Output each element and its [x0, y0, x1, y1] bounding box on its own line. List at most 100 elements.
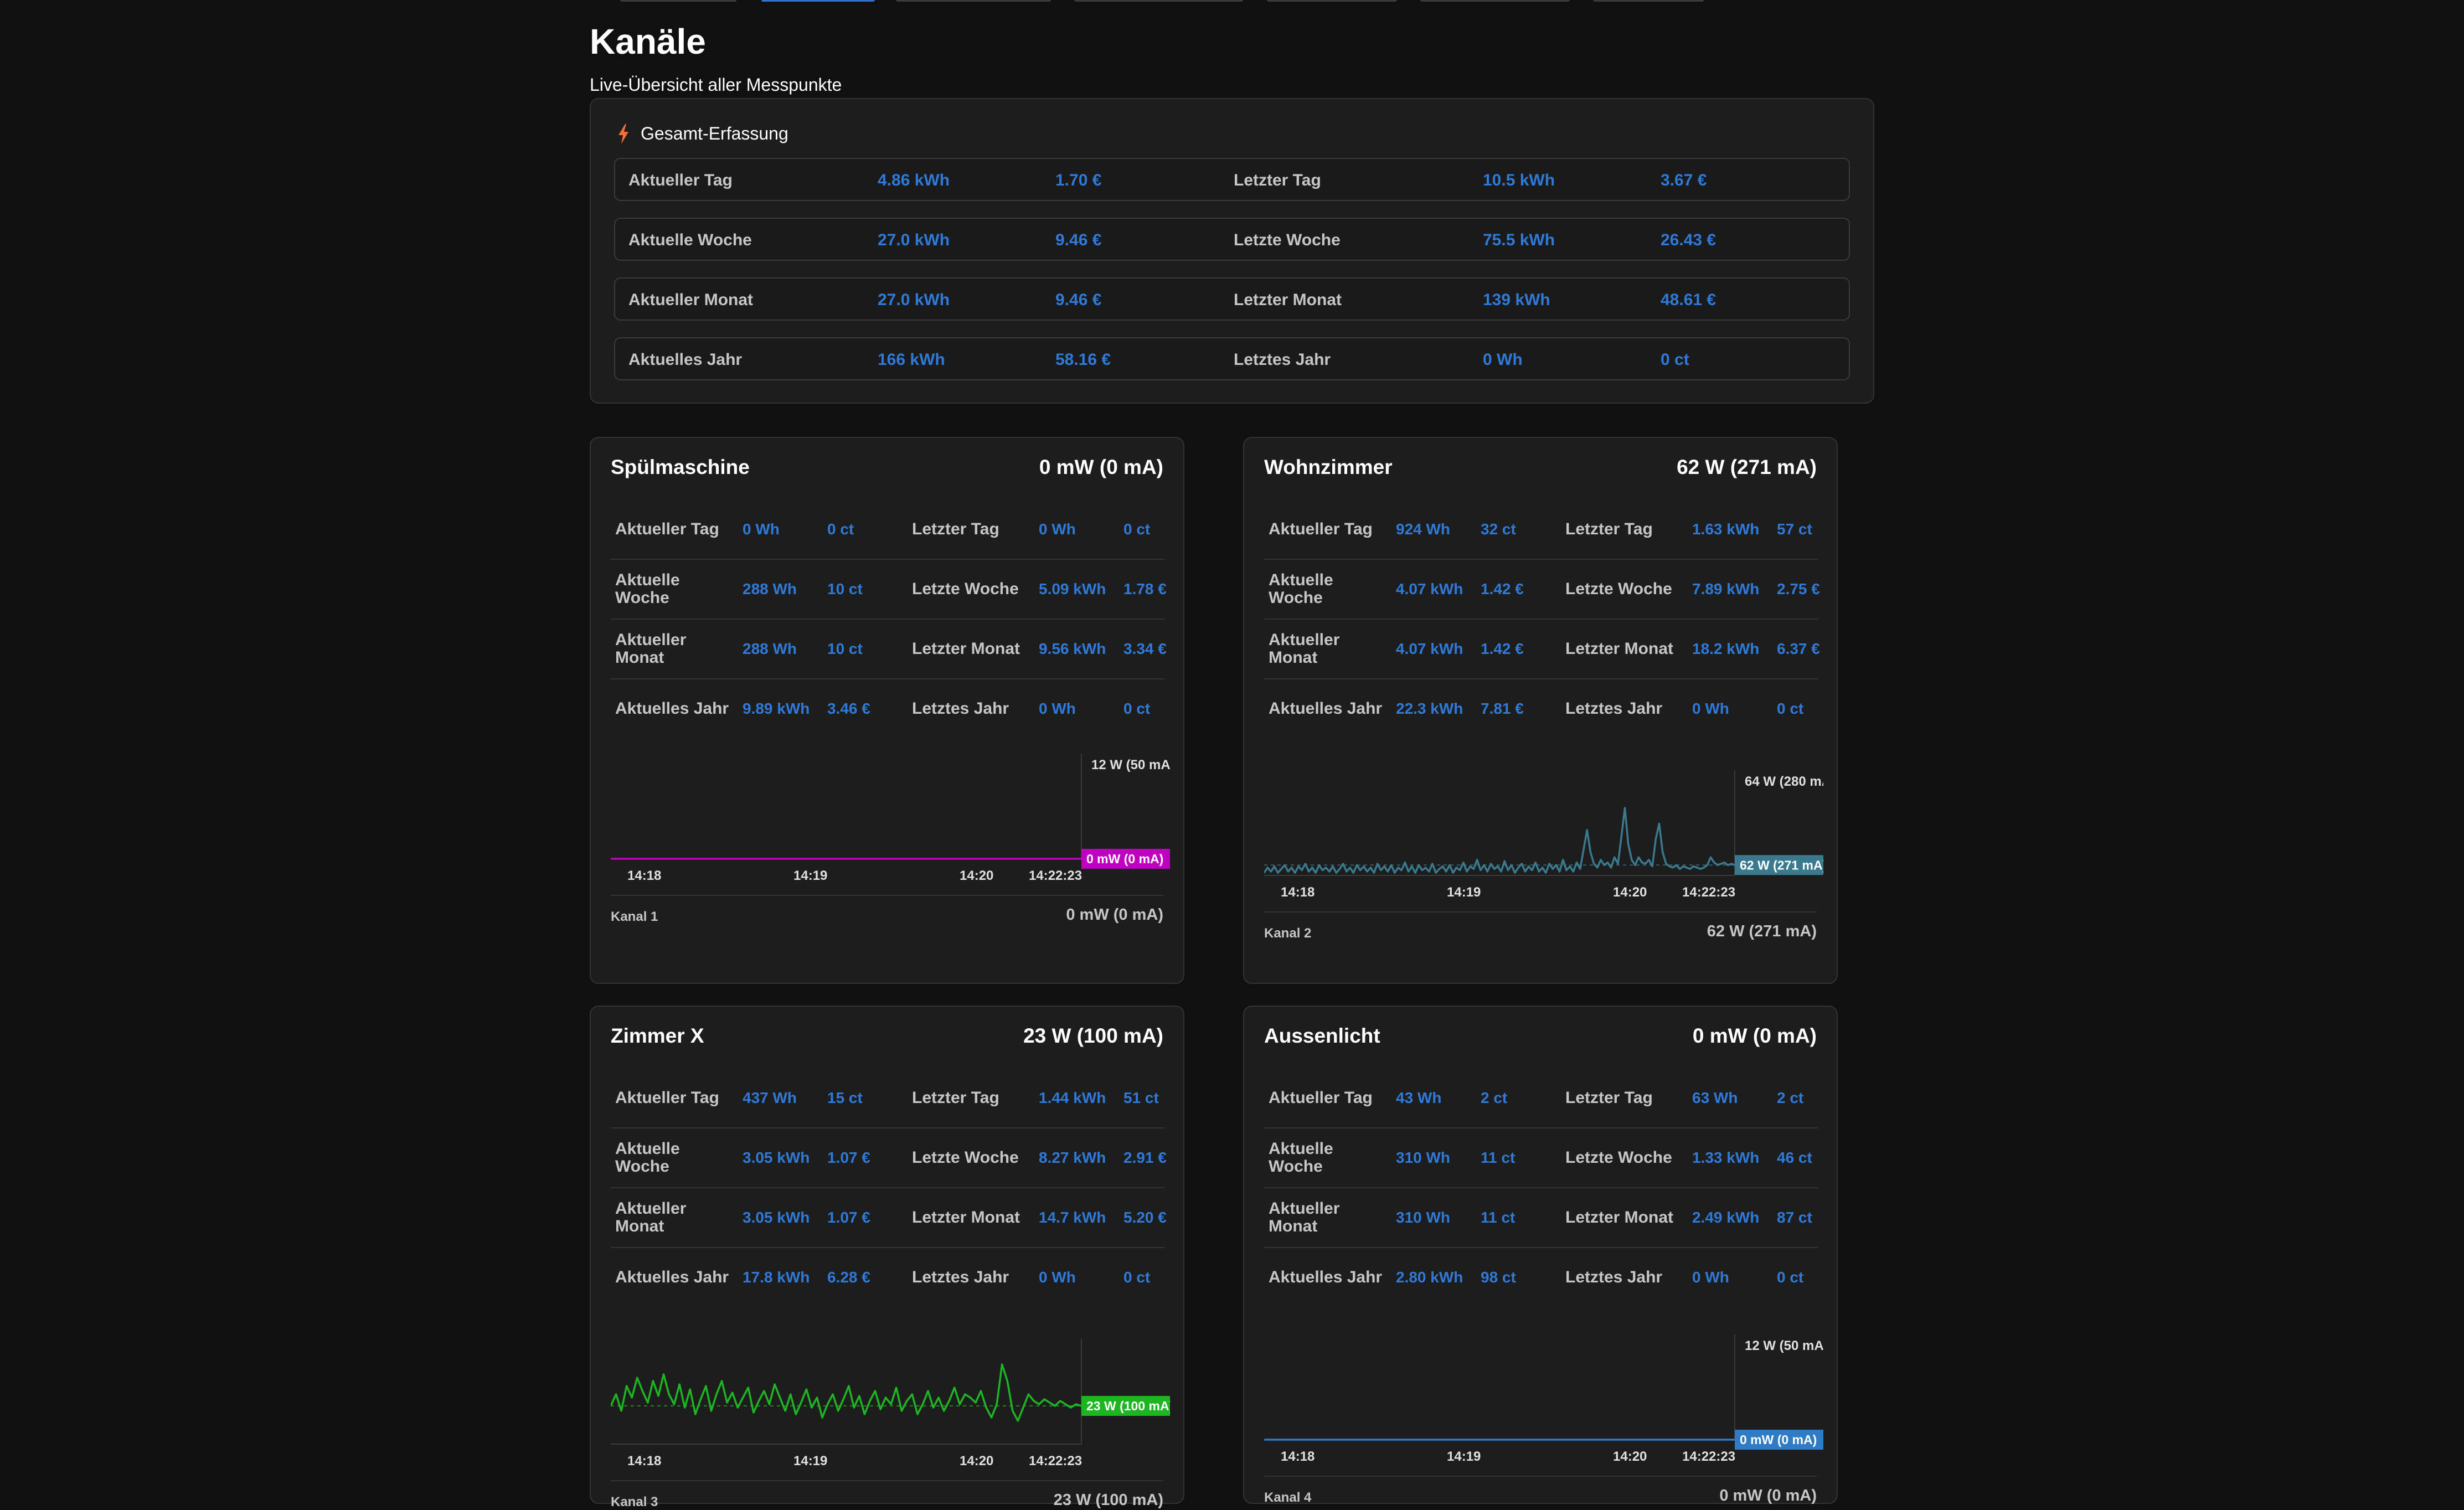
top-tab[interactable] — [620, 0, 736, 2]
stat-prev-cost: 87 ct — [1777, 1209, 1812, 1226]
stat-cur-energy: 288 Wh — [743, 580, 797, 597]
stat-prev-energy: 0 Wh — [1039, 520, 1076, 538]
stat-prev-cost: 51 ct — [1123, 1089, 1159, 1106]
stat-prev-cost: 2.91 € — [1123, 1149, 1167, 1166]
stat-cur-label: Aktueller Monat — [1269, 1199, 1340, 1235]
stat-cur-label: Aktuelles Jahr — [615, 1268, 729, 1286]
channel-card[interactable]: Zimmer X 23 W (100 mA) Aktueller Tag 437 Wh… — [590, 1006, 1192, 1509]
stat-cur-label: Aktuelle Woche — [1269, 571, 1333, 607]
chart-x-tick-label: 14:22:23 — [1682, 1449, 1735, 1464]
stat-cur-energy: 4.07 kWh — [1396, 640, 1463, 657]
stat-cur-cost: 98 ct — [1481, 1269, 1516, 1286]
summary-prev-cost: 26.43 € — [1661, 231, 1716, 249]
summary-prev-cost: 0 ct — [1661, 351, 1689, 369]
summary-prev-energy: 139 kWh — [1483, 291, 1550, 309]
summary-cur-label: Aktuelle Woche — [628, 231, 752, 249]
stat-cur-energy: 437 Wh — [743, 1089, 797, 1106]
summary-cur-cost: 1.70 € — [1055, 171, 1102, 189]
channel-card[interactable]: Aussenlicht 0 mW (0 mA) Aktueller Tag 43 Wh… — [1243, 1006, 1838, 1505]
stat-cur-energy: 310 Wh — [1396, 1209, 1451, 1226]
stat-prev-energy: 0 Wh — [1692, 1269, 1729, 1286]
stat-cur-label: Aktueller Monat — [1269, 631, 1340, 667]
chart-svg: 12 W (50 mA) 0 mW (0 mA) 14:18 14:19 14:20 14… — [611, 754, 1177, 883]
page-subtitle: Live-Übersicht aller Messpunkte — [590, 75, 842, 95]
stat-cur-energy: 0 Wh — [743, 520, 780, 538]
stat-cur-label: Aktueller Monat — [615, 1199, 687, 1235]
top-tab-active[interactable] — [761, 0, 875, 2]
channel-id: Kanal 2 — [1264, 926, 1312, 941]
stat-cur-energy: 288 Wh — [743, 640, 797, 657]
top-tab[interactable] — [1074, 0, 1243, 2]
stat-cur-energy: 4.07 kWh — [1396, 580, 1463, 597]
stat-cur-label: Aktuelle Woche — [1269, 1140, 1333, 1176]
summary-row: Aktueller Monat 27.0 kWh 9.46 € Letzter Mon… — [614, 277, 1850, 321]
top-tab[interactable] — [896, 0, 1051, 2]
summary-cur-label: Aktueller Monat — [628, 291, 754, 309]
top-tab[interactable] — [1420, 0, 1570, 2]
stat-prev-cost: 3.34 € — [1123, 640, 1167, 657]
channel-power: 62 W (271 mA) — [1677, 456, 1817, 478]
summary-header: Gesamt-Erfassung — [617, 123, 788, 144]
channel-name: Spülmaschine — [611, 456, 750, 478]
stat-prev-label: Letztes Jahr — [1565, 1268, 1663, 1286]
stat-prev-label: Letzter Monat — [1565, 1208, 1673, 1226]
chart-current-badge — [1081, 849, 1177, 869]
stat-prev-energy: 8.27 kWh — [1039, 1149, 1106, 1166]
power-chart: 12 W (50 mA) 0 mW (0 mA) 14:18 14:19 14:20 14… — [611, 754, 1177, 906]
chart-x-tick-label: 14:20 — [960, 1454, 993, 1468]
summary-row: Aktueller Tag 4.86 kWh 1.70 € Letzter Tag 10… — [614, 158, 1850, 201]
table-row: Aktuelles Jahr 2.80 kWh 98 ct Letztes Jahr 0… — [1264, 1248, 1818, 1307]
chart-x-tick-label: 14:19 — [1447, 1449, 1481, 1464]
stat-prev-cost: 5.20 € — [1123, 1209, 1167, 1226]
stat-cur-cost: 0 ct — [827, 520, 854, 538]
summary-prev-label: Letzter Tag — [1234, 171, 1321, 189]
top-tab[interactable] — [1593, 0, 1704, 2]
channel-stats-table: Aktueller Tag 437 Wh 15 ct Letzter Tag 1.44 … — [611, 1069, 1167, 1307]
stat-cur-energy: 22.3 kWh — [1396, 700, 1463, 717]
stat-cur-energy: 2.80 kWh — [1396, 1269, 1463, 1286]
chart-max-label: 64 W (280 mA) — [1745, 774, 1823, 789]
summary-prev-energy: 0 Wh — [1483, 351, 1523, 369]
stat-cur-cost: 1.42 € — [1481, 640, 1524, 657]
chart-x-tick-label: 14:19 — [793, 868, 827, 883]
stat-cur-label: Aktueller Tag — [615, 1089, 719, 1107]
top-tab[interactable] — [1267, 0, 1397, 2]
stat-prev-label: Letztes Jahr — [912, 699, 1009, 718]
stat-cur-label: Aktueller Tag — [1269, 1089, 1373, 1107]
summary-prev-energy: 75.5 kWh — [1483, 231, 1555, 249]
chart-current-label: 23 W (100 mA) — [1086, 1399, 1170, 1413]
stat-prev-cost: 6.37 € — [1777, 640, 1820, 657]
table-row: Aktueller Tag 43 Wh 2 ct Letzter Tag 63 Wh 2 … — [1264, 1069, 1818, 1128]
stat-prev-energy: 7.89 kWh — [1692, 580, 1760, 597]
stat-prev-label: Letzter Tag — [912, 520, 999, 538]
stat-cur-energy: 310 Wh — [1396, 1149, 1451, 1166]
table-row: Aktuelles Jahr 9.89 kWh 3.46 € Letztes Jahr… — [611, 679, 1164, 738]
summary-prev-cost: 48.61 € — [1661, 291, 1716, 309]
stat-cur-cost: 2 ct — [1481, 1089, 1508, 1106]
stat-prev-label: Letzter Monat — [912, 640, 1020, 658]
table-row: Aktueller Monat 4.07 kWh 1.42 € Letzter Mon… — [1264, 620, 1820, 679]
chart-current-label: 0 mW (0 mA) — [1086, 852, 1163, 866]
stat-prev-cost: 57 ct — [1777, 520, 1812, 538]
table-row: Aktueller Monat 310 Wh 11 ct Letzter Monat 2… — [1264, 1188, 1818, 1248]
summary-cur-energy: 27.0 kWh — [878, 231, 950, 249]
chart-x-tick-label: 14:20 — [1613, 885, 1647, 900]
stat-prev-cost: 0 ct — [1777, 1269, 1804, 1286]
channel-card[interactable]: Wohnzimmer 62 W (271 mA) Aktueller Tag 924 … — [1243, 437, 1846, 984]
stat-prev-energy: 1.63 kWh — [1692, 520, 1760, 538]
table-row: Aktuelle Woche 3.05 kWh 1.07 € Letzte Woche… — [611, 1128, 1167, 1188]
channel-footer-value: 0 mW (0 mA) — [1066, 906, 1163, 924]
stat-prev-energy: 0 Wh — [1039, 1269, 1076, 1286]
stat-cur-cost: 7.81 € — [1481, 700, 1524, 717]
stat-cur-cost: 11 ct — [1481, 1209, 1515, 1226]
stat-cur-label: Aktuelle Woche — [615, 1140, 680, 1176]
stat-cur-label: Aktueller Monat — [615, 631, 687, 667]
chart-x-tick-label: 14:18 — [627, 1454, 661, 1468]
stat-prev-cost: 0 ct — [1123, 1269, 1151, 1286]
chart-x-tick-label: 14:18 — [1281, 1449, 1315, 1464]
channel-card[interactable]: Spülmaschine 0 mW (0 mA) Aktueller Tag 0 Wh… — [590, 437, 1184, 984]
channel-name: Zimmer X — [611, 1024, 704, 1047]
stat-cur-energy: 9.89 kWh — [743, 700, 810, 717]
channel-name: Aussenlicht — [1264, 1024, 1380, 1047]
channel-footer: Kanal 3 23 W (100 mA) — [611, 1480, 1163, 1509]
